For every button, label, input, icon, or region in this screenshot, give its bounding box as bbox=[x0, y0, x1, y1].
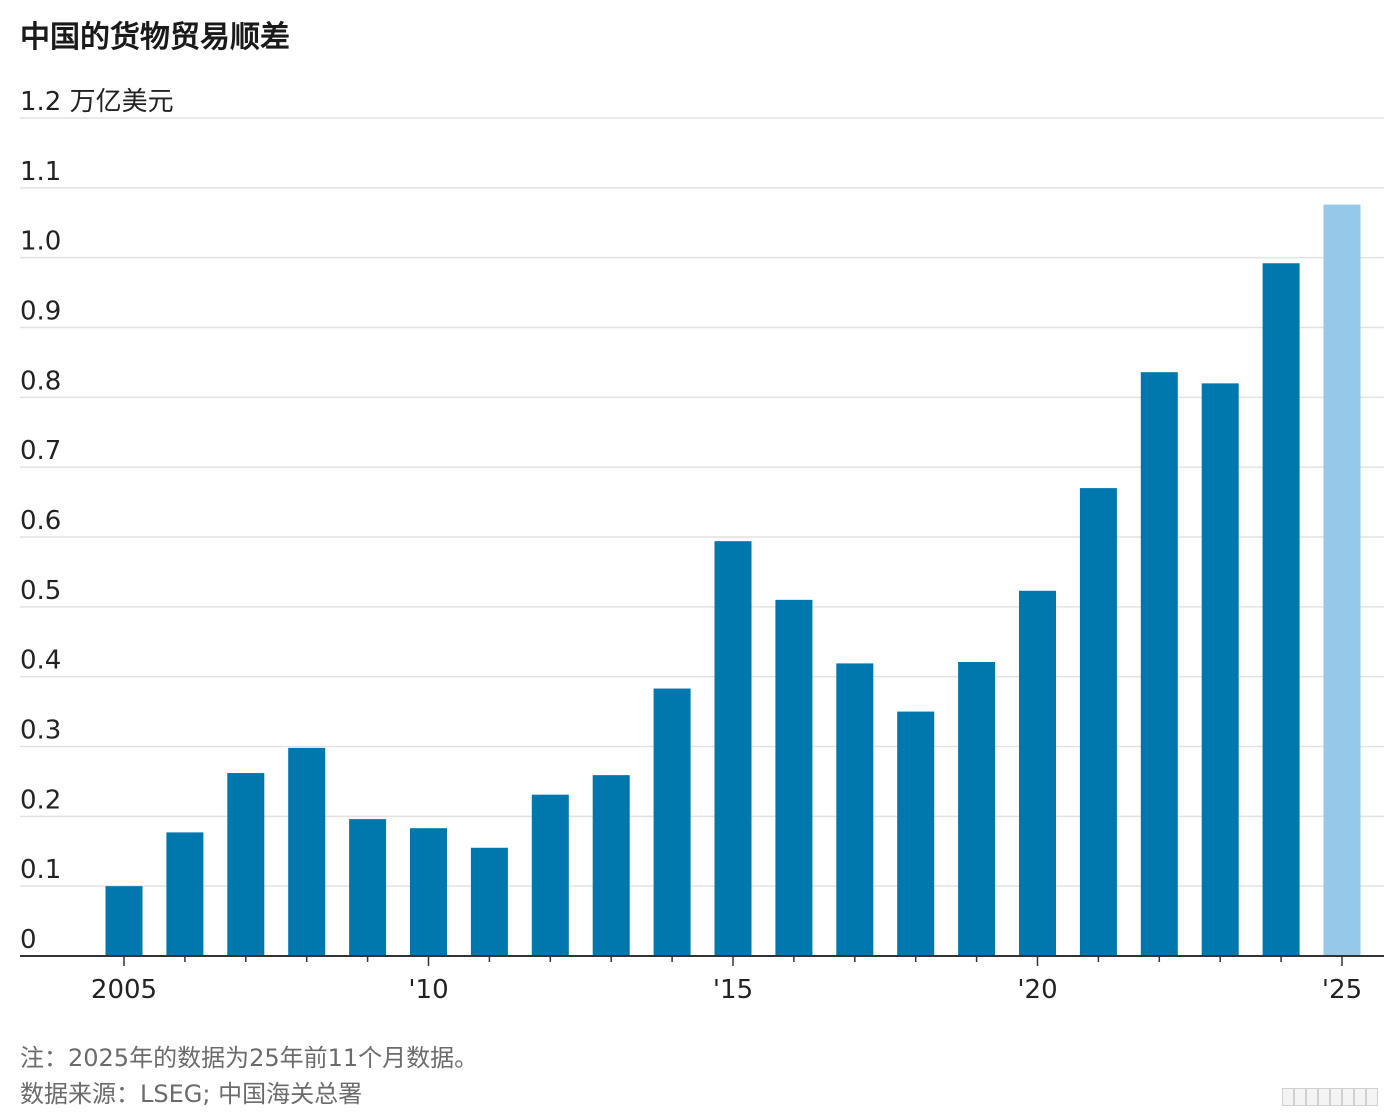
bar bbox=[531, 794, 569, 956]
bar bbox=[1140, 372, 1178, 956]
y-tick-label: 0.9 bbox=[20, 297, 61, 327]
chart-title: 中国的货物贸易顺差 bbox=[20, 20, 290, 55]
y-tick-label: 0.3 bbox=[20, 716, 61, 746]
dot-icon bbox=[1282, 1088, 1294, 1106]
bar bbox=[288, 747, 326, 956]
dot-icon bbox=[1366, 1088, 1378, 1106]
x-tick-label: '15 bbox=[713, 975, 753, 1005]
bar bbox=[592, 775, 630, 956]
chart-note: 注：2025年的数据为25年前11个月数据。 bbox=[20, 1044, 479, 1072]
y-tick-label: 0.6 bbox=[20, 506, 61, 536]
y-tick-label: 1.1 bbox=[20, 157, 61, 187]
bar bbox=[714, 541, 752, 956]
bar bbox=[410, 828, 447, 956]
x-tick-label: '20 bbox=[1017, 975, 1057, 1005]
bar bbox=[1019, 590, 1056, 956]
dot-icon bbox=[1306, 1088, 1318, 1106]
dot-icon bbox=[1354, 1088, 1366, 1106]
y-tick-label: 0.5 bbox=[20, 576, 61, 606]
bar bbox=[897, 711, 935, 956]
bar bbox=[1323, 204, 1361, 957]
dot-icon bbox=[1330, 1088, 1342, 1106]
y-tick-label: 0.4 bbox=[20, 646, 61, 676]
bar bbox=[470, 847, 508, 956]
y-tick-label: 0 bbox=[20, 925, 37, 955]
bar bbox=[227, 773, 265, 956]
bar bbox=[836, 663, 874, 956]
bar bbox=[1262, 263, 1300, 957]
y-tick-label: 0.2 bbox=[20, 785, 61, 815]
bar-chart: 0 0.1 0.2 0.3 0.4 0.5 0.6 0.7 0.8 0.9 1.0 1.1 1.2 万亿… bbox=[20, 87, 1384, 1005]
bar bbox=[1079, 488, 1117, 956]
x-tick-label: '10 bbox=[408, 975, 448, 1005]
y-tick-label: 1.0 bbox=[20, 227, 61, 257]
bar bbox=[775, 599, 813, 956]
x-tick-label: '25 bbox=[1322, 975, 1362, 1005]
y-tick-label: 1.2 万亿美元 bbox=[20, 87, 174, 117]
bar bbox=[349, 819, 387, 956]
y-tick-label: 0.8 bbox=[20, 366, 61, 396]
bar bbox=[958, 662, 996, 956]
y-tick-label: 0.1 bbox=[20, 855, 61, 885]
dot-icon bbox=[1318, 1088, 1330, 1106]
pagination-dots bbox=[1282, 1088, 1378, 1106]
x-tick-label: 2005 bbox=[91, 975, 157, 1005]
bar bbox=[1201, 383, 1239, 956]
chart-source: 数据来源：LSEG; 中国海关总署 bbox=[20, 1080, 363, 1108]
bar bbox=[105, 886, 143, 956]
dot-icon bbox=[1294, 1088, 1306, 1106]
bar bbox=[166, 832, 204, 956]
bar bbox=[653, 688, 691, 956]
dot-icon bbox=[1342, 1088, 1354, 1106]
y-tick-label: 0.7 bbox=[20, 436, 61, 466]
